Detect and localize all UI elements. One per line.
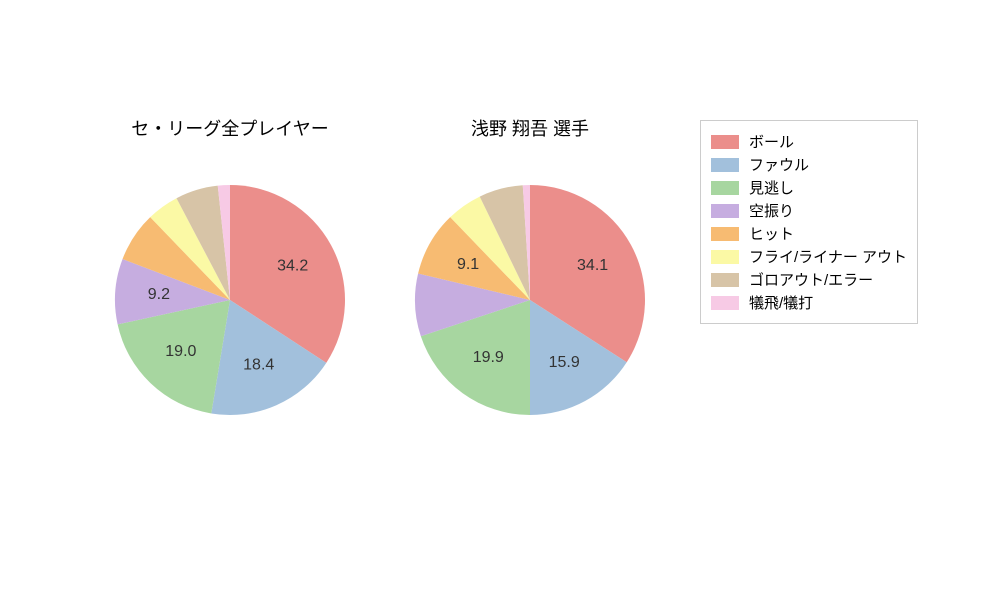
legend-item: ファウル xyxy=(711,154,907,175)
legend-swatch xyxy=(711,250,739,264)
legend-item: フライ/ライナー アウト xyxy=(711,246,907,267)
pie-slice-label: 34.2 xyxy=(277,257,308,274)
pie-slice-label: 9.1 xyxy=(457,256,479,273)
legend-item: 見逃し xyxy=(711,177,907,198)
legend-swatch xyxy=(711,135,739,149)
legend-item: ヒット xyxy=(711,223,907,244)
legend-label: ファウル xyxy=(749,154,809,175)
legend-label: ゴロアウト/エラー xyxy=(749,269,873,290)
legend-swatch xyxy=(711,227,739,241)
legend-label: 空振り xyxy=(749,200,794,221)
legend-item: ボール xyxy=(711,131,907,152)
legend-label: ヒット xyxy=(749,223,794,244)
pie-slice-label: 19.0 xyxy=(165,343,196,360)
legend-label: 犠飛/犠打 xyxy=(749,292,813,313)
pie-title: セ・リーグ全プレイヤー xyxy=(100,115,360,141)
pie-slice-label: 34.1 xyxy=(577,257,608,274)
legend-label: ボール xyxy=(749,131,794,152)
pie-slice-label: 9.2 xyxy=(148,286,170,303)
chart-container: セ・リーグ全プレイヤー 浅野 翔吾 選手 34.2 18.4 19.0 9.2 34.1 15… xyxy=(0,0,1000,600)
legend-swatch xyxy=(711,273,739,287)
pie-slice-label: 19.9 xyxy=(473,349,504,366)
legend-swatch xyxy=(711,296,739,310)
legend-item: ゴロアウト/エラー xyxy=(711,269,907,290)
legend-swatch xyxy=(711,204,739,218)
legend-label: 見逃し xyxy=(749,177,794,198)
pie-title: 浅野 翔吾 選手 xyxy=(400,115,660,141)
pie-chart: 34.2 18.4 19.0 9.2 xyxy=(75,145,385,455)
legend: ボールファウル見逃し空振りヒットフライ/ライナー アウトゴロアウト/エラー犠飛/… xyxy=(700,120,918,324)
legend-item: 空振り xyxy=(711,200,907,221)
legend-item: 犠飛/犠打 xyxy=(711,292,907,313)
legend-swatch xyxy=(711,158,739,172)
pie-slice-label: 18.4 xyxy=(243,356,274,373)
legend-swatch xyxy=(711,181,739,195)
pie-slice-label: 15.9 xyxy=(549,354,580,371)
legend-label: フライ/ライナー アウト xyxy=(749,246,907,267)
pie-chart: 34.1 15.9 19.9 9.1 xyxy=(375,145,685,455)
